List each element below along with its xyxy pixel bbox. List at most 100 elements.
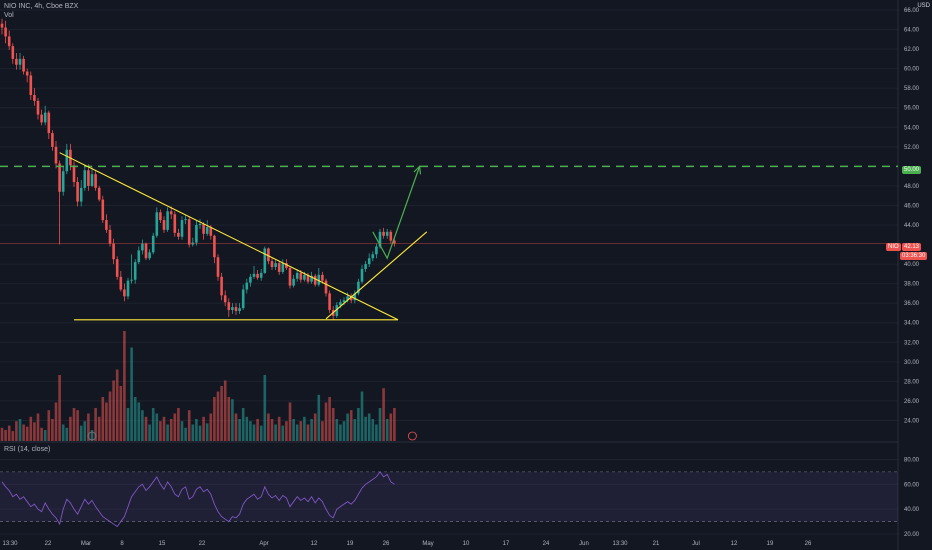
volume-bar: [180, 421, 184, 441]
candle-body: [292, 278, 295, 286]
volume-bar: [270, 419, 274, 441]
volume-bar: [382, 388, 385, 441]
price-tick-label: 66.00: [904, 8, 920, 14]
price-tick-label: 38.00: [904, 282, 920, 288]
candle-body: [310, 275, 313, 282]
time-tick-label: May: [422, 541, 433, 547]
volume-bar: [94, 408, 97, 441]
volume-bar: [33, 422, 36, 441]
volume-bar: [29, 416, 33, 441]
candle-body: [209, 226, 213, 236]
time-tick-label: 13:30: [612, 541, 628, 547]
time-tick-label: Apr: [259, 541, 268, 547]
candle-body: [382, 231, 385, 236]
volume-bar: [148, 424, 151, 441]
axes: 66.00 64.00 62.00 60.00 58.00 56.00 54.00 52.00…: [2, 8, 919, 547]
candle-body: [321, 274, 324, 281]
rsi-band: [0, 471, 898, 522]
time-tick-label: Jun: [579, 541, 589, 547]
candle-body: [184, 219, 187, 221]
time-tick-label: 19: [347, 541, 354, 547]
candle-body: [216, 257, 220, 277]
volume-bar: [15, 421, 18, 441]
volume-bar: [137, 402, 141, 441]
volume-bar: [213, 397, 216, 441]
candle-body: [267, 248, 270, 262]
projection-arrow: [372, 166, 421, 260]
price-tick-label: 54.00: [904, 125, 920, 131]
rsi-tick-label: 60.00: [904, 482, 920, 488]
volume-bar: [119, 386, 123, 441]
time-tick-label: 8: [120, 541, 124, 547]
volume-bar: [123, 331, 126, 441]
volume-bar: [159, 421, 162, 441]
volume-bar: [267, 413, 270, 441]
candle-body: [223, 295, 227, 303]
descending-trendline: [59, 152, 399, 321]
volume-bar: [112, 380, 115, 441]
price-tick-label: 32.00: [904, 340, 920, 346]
candle-body: [137, 250, 141, 263]
countdown-tag: 03:36:30: [900, 252, 928, 260]
volume-bar: [317, 394, 321, 441]
volume-bar: [58, 375, 61, 441]
candle-body: [72, 165, 76, 182]
candle-body: [227, 302, 231, 311]
volume-bar: [285, 421, 288, 441]
arrow-head: [413, 165, 422, 175]
candle-body: [123, 289, 126, 297]
volume-bar: [195, 419, 198, 441]
candle-body: [94, 174, 97, 188]
volume-bar: [378, 408, 382, 441]
price-tick-label: 26.00: [904, 399, 920, 405]
volume-bar: [169, 419, 173, 441]
candle-body: [270, 261, 274, 268]
ascending-trendline: [325, 231, 428, 320]
volume-bar: [375, 424, 378, 441]
candle-body: [353, 293, 357, 301]
candle-body: [274, 263, 277, 268]
volume-bar: [83, 421, 87, 441]
price-tick-label: 24.00: [904, 418, 920, 424]
volume-bar: [234, 413, 238, 441]
candle-body: [375, 246, 378, 255]
candle-body: [15, 58, 18, 65]
volume-bar: [303, 416, 306, 441]
candle-body: [115, 259, 119, 277]
candle-body: [151, 235, 155, 253]
candle-body: [29, 75, 33, 96]
candle-body: [51, 133, 54, 147]
price-tick-label: 58.00: [904, 86, 920, 92]
volume-bar: [288, 402, 292, 441]
volume-bar: [249, 421, 252, 441]
volume-bar: [40, 427, 43, 441]
volume-bar: [263, 375, 267, 441]
candle-body: [33, 95, 36, 101]
candle-body: [371, 254, 375, 259]
volume-bar: [90, 430, 94, 441]
candle-body: [0, 23, 4, 28]
volume-bar: [339, 424, 342, 441]
candle-body: [245, 282, 249, 290]
time-tick-label: 17: [503, 541, 510, 547]
time-tick-label: Jul: [692, 541, 700, 547]
volume-bar: [144, 416, 148, 441]
candle-body: [126, 280, 130, 297]
volume-bar: [162, 416, 166, 441]
candle-body: [155, 212, 159, 236]
candle-body: [285, 263, 288, 268]
volume-bar: [335, 419, 339, 441]
volume-bar: [281, 425, 285, 441]
candle-body: [162, 220, 166, 230]
price-tick-label: 62.00: [904, 47, 920, 53]
candle-body: [11, 46, 15, 59]
volume-bars: [0, 331, 396, 441]
time-tick-label: 22: [199, 541, 206, 547]
price-tick-label: 46.00: [904, 203, 920, 209]
price-tick-label: 30.00: [904, 360, 920, 366]
price-tick-label: 64.00: [904, 28, 920, 34]
volume-bar: [43, 430, 47, 441]
candle-body: [148, 252, 151, 259]
candle-body: [393, 240, 396, 244]
